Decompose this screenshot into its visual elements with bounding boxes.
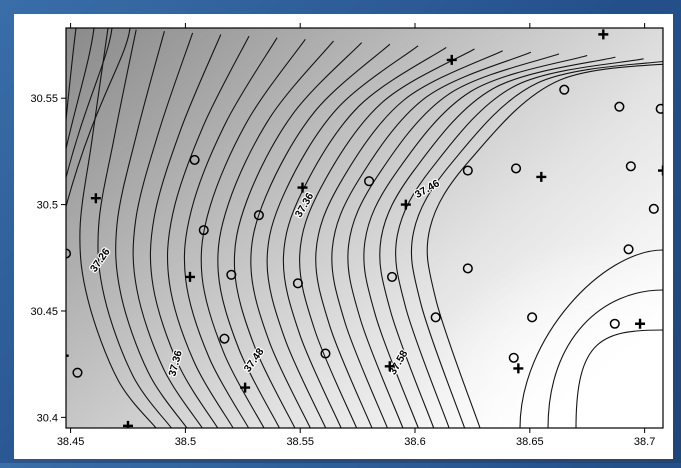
contour-line [66, 28, 131, 207]
contour-line [266, 45, 419, 428]
sample-point-circle [430, 312, 441, 323]
sample-point-circle [559, 84, 570, 95]
contour-line [183, 37, 278, 428]
sample-point-cross [635, 318, 646, 329]
sample-point-circle [320, 348, 331, 359]
sample-point-circle [198, 225, 209, 236]
contour-line [79, 28, 157, 428]
x-tick-label: 38.55 [286, 436, 314, 448]
sample-point-circle [655, 103, 663, 114]
sample-point-cross [122, 420, 133, 428]
sample-point-circle [253, 210, 264, 221]
x-tick-label: 38.65 [516, 436, 544, 448]
contour-line [379, 56, 616, 428]
contour-line [395, 58, 644, 428]
contour-line [166, 35, 250, 428]
contour-line [66, 28, 95, 149]
contour-line [115, 31, 188, 428]
sample-point-circle [364, 176, 375, 187]
sample-point-cross [184, 271, 195, 282]
contour-line [347, 53, 560, 428]
contour-line [426, 63, 663, 428]
contour-line [250, 43, 391, 428]
y-tick-label: 30.45 [30, 306, 58, 318]
contour-line [200, 38, 306, 428]
sample-point-cross [658, 165, 663, 176]
sample-point-circle [623, 244, 634, 255]
sample-point-cross [384, 361, 395, 372]
sample-point-circle [189, 154, 200, 165]
y-tick-label: 30.4 [37, 412, 58, 424]
sample-point-circle [609, 318, 620, 329]
contour-line [519, 249, 663, 428]
contour-line [97, 29, 172, 428]
contour-line [331, 51, 532, 428]
sample-point-circle [219, 333, 230, 344]
x-tick-label: 38.5 [175, 436, 196, 448]
x-tick-label: 38.7 [634, 436, 655, 448]
sample-point-circle [72, 367, 83, 378]
sample-point-circle [527, 312, 538, 323]
sample-point-circle [625, 161, 636, 172]
sample-point-cross [240, 382, 251, 393]
sample-markers [66, 29, 663, 428]
axes: 38.45 38.5 38.55 38.6 38.65 38.7 30.4 30.45 30.5… [30, 23, 655, 448]
contour-line [410, 60, 663, 428]
x-tick-label: 38.45 [57, 436, 85, 448]
contour-line [217, 40, 334, 428]
contour-line [66, 28, 113, 178]
contour-line [149, 34, 222, 428]
sample-point-cross [400, 199, 411, 210]
contour-line [66, 28, 77, 121]
y-tick-label: 30.55 [30, 93, 58, 105]
sample-point-cross [513, 363, 524, 374]
sample-point-circle [462, 263, 473, 274]
sample-point-circle [508, 352, 519, 363]
sample-point-circle [226, 269, 237, 280]
sample-point-cross [297, 182, 308, 193]
sample-point-cross [90, 193, 101, 204]
contour-line [315, 50, 503, 428]
contour-line [363, 54, 588, 428]
plot-border [65, 27, 664, 429]
sample-point-circle [648, 203, 659, 214]
x-tick-label: 38.6 [404, 436, 425, 448]
sample-point-circle [510, 163, 522, 174]
sample-point-circle [387, 271, 398, 282]
sample-point-circle [462, 165, 473, 176]
contour-line [575, 329, 663, 428]
sample-point-circle [614, 101, 625, 112]
contour-lines [66, 28, 663, 428]
sample-point-cross [66, 354, 69, 357]
sample-point-cross [536, 171, 547, 182]
sample-point-cross [598, 29, 609, 40]
sample-point-cross [446, 54, 457, 65]
contour-line [547, 289, 663, 428]
contour-line [299, 48, 475, 428]
sample-point-circle [292, 278, 303, 289]
contour-line [132, 32, 203, 428]
y-tick-label: 30.5 [37, 200, 58, 212]
contour-line [233, 42, 363, 428]
contour-line [282, 46, 447, 428]
